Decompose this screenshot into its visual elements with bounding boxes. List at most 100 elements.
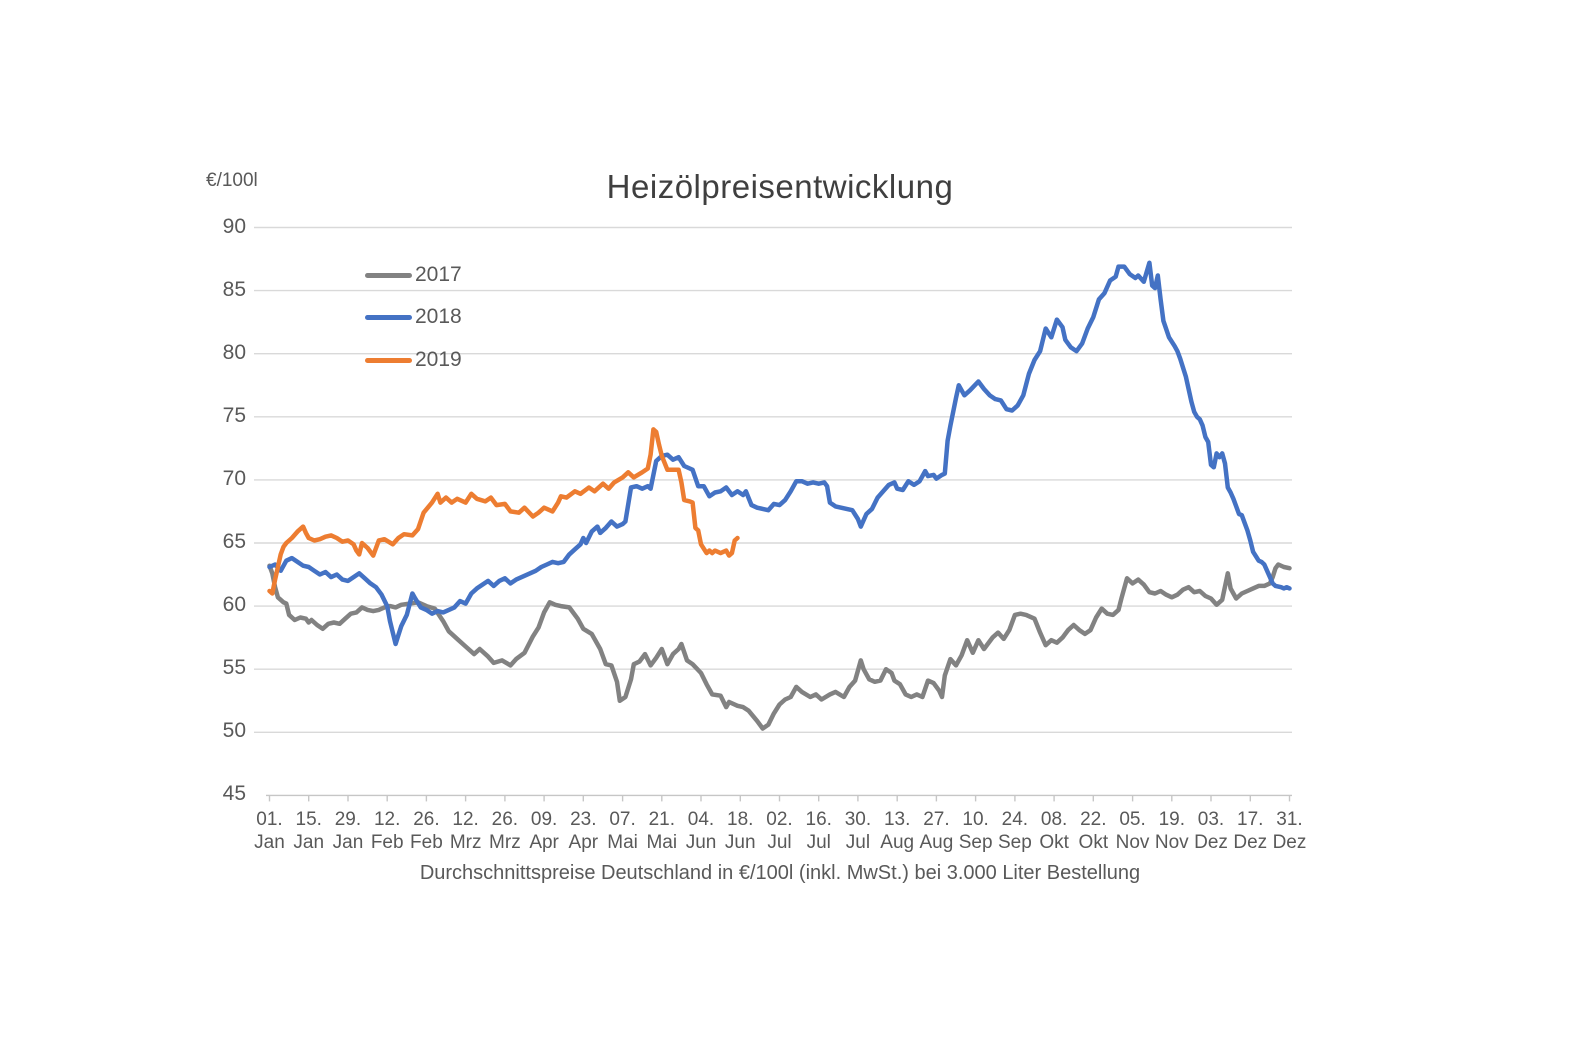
y-axis-label: 85 — [222, 277, 246, 301]
x-axis-label-month: Nov — [1115, 832, 1150, 853]
x-axis-label-day: 12. — [452, 809, 479, 830]
x-axis-label-day: 13. — [883, 809, 911, 830]
legend-label-2017: 2017 — [415, 263, 462, 286]
x-axis-label-day: 21. — [648, 809, 675, 830]
x-axis-label-day: 31. — [1276, 809, 1303, 830]
x-axis-label-month: Feb — [370, 832, 404, 853]
x-axis-label-day: 30. — [844, 809, 872, 830]
legend-swatch-2018 — [365, 314, 412, 320]
y-axis-label: 90 — [222, 214, 246, 238]
x-axis-label-day: 19. — [1158, 809, 1185, 830]
x-axis-label: 18. Jun — [712, 808, 768, 854]
y-axis-unit-label: €/100l — [206, 170, 258, 191]
x-axis-label-month: Mrz — [489, 832, 521, 853]
x-axis-label-month: Jan — [332, 832, 364, 853]
x-axis-label-day: 12. — [373, 809, 401, 830]
x-axis-label: 02. Jul — [751, 808, 807, 854]
x-axis-label: 31. Dez — [1261, 808, 1317, 854]
y-axis-label: 70 — [222, 466, 246, 490]
x-axis-label-month: Apr — [529, 832, 559, 853]
series-line-2017 — [267, 562, 1292, 731]
x-axis-label-month: Apr — [568, 832, 599, 853]
x-axis-label: 26. Mrz — [477, 808, 533, 854]
x-axis-label-day: 26. — [413, 809, 440, 830]
x-axis-label-day: 09. — [530, 809, 558, 830]
x-axis-label: 12. Feb — [359, 808, 415, 854]
x-axis-label: 29. Jan — [320, 808, 376, 854]
y-axis-label: 45 — [222, 782, 246, 806]
x-axis-label-month: Jan — [254, 832, 285, 853]
series-lines — [267, 260, 1292, 731]
x-axis-label-day: 29. — [334, 809, 362, 830]
legend-label-2018: 2018 — [415, 305, 462, 328]
series-line-2019 — [267, 427, 740, 596]
x-axis-label-month: Mai — [607, 832, 638, 853]
x-axis-label-month: Dez — [1272, 832, 1307, 853]
legend-item-2017: 2017 — [365, 263, 462, 286]
legend-item-2018: 2018 — [365, 305, 462, 328]
x-axis-label-day: 17. — [1237, 809, 1264, 830]
x-axis-label: 30. Jul — [830, 808, 886, 854]
x-axis-label-month: Dez — [1194, 832, 1228, 853]
x-axis-label-day: 27. — [923, 809, 950, 830]
x-axis-label-month: Dez — [1233, 832, 1268, 853]
x-axis-label: 03. Dez — [1183, 808, 1239, 854]
chart-title: Heizölpreisentwicklung — [606, 168, 954, 205]
x-axis-label-month: Jun — [685, 832, 717, 853]
x-axis-label-day: 23. — [570, 809, 597, 830]
legend-label-2019: 2019 — [415, 348, 462, 371]
x-axis-label: 26. Feb — [398, 808, 454, 854]
x-axis-label: 15. Jan — [281, 808, 337, 854]
x-axis-label: 19. Nov — [1144, 808, 1200, 854]
x-axis-label: 16. Jul — [791, 808, 847, 854]
x-axis-label: 08. Okt — [1026, 808, 1082, 854]
x-axis-label-day: 08. — [1040, 809, 1068, 830]
x-axis-label: 27. Aug — [908, 808, 964, 854]
x-axis-label-day: 10. — [962, 809, 989, 830]
y-axis-label: 55 — [222, 656, 246, 680]
y-axis-label: 80 — [222, 340, 246, 364]
x-axis-label: 21. Mai — [634, 808, 690, 854]
x-axis-label: 22. Okt — [1065, 808, 1121, 854]
x-axis-label: 13. Aug — [869, 808, 925, 854]
x-axis-label: 05. Nov — [1105, 808, 1161, 854]
x-axis-label-day: 07. — [609, 809, 636, 830]
x-axis-label: 04. Jun — [673, 808, 729, 854]
x-axis-label-month: Aug — [919, 832, 954, 853]
x-axis-label: 12. Mrz — [438, 808, 494, 854]
x-axis-label-month: Jul — [767, 832, 792, 853]
x-axis-label-month: Nov — [1154, 832, 1189, 853]
x-axis-label-month: Okt — [1078, 832, 1109, 853]
x-axis-label-day: 18. — [727, 809, 754, 830]
legend-swatch-2017 — [365, 272, 412, 278]
x-axis-label-month: Feb — [410, 832, 443, 853]
x-axis-label: 17. Dez — [1222, 808, 1278, 854]
x-axis-label-day: 24. — [1001, 809, 1029, 830]
x-axis-label-day: 05. — [1119, 809, 1146, 830]
legend-swatch-2019 — [365, 357, 412, 363]
x-axis-label-month: Mai — [646, 832, 678, 853]
y-axis-label: 75 — [222, 403, 246, 427]
x-axis-label-day: 01. — [256, 809, 283, 830]
legend-item-2019: 2019 — [365, 348, 462, 371]
x-axis-label-month: Jul — [845, 832, 871, 853]
gridlines — [254, 226, 1292, 733]
x-axis-label-day: 03. — [1197, 809, 1225, 830]
x-axis-label-month: Mrz — [449, 832, 482, 853]
x-axis-label: 09. Apr — [516, 808, 572, 854]
series-line-2018 — [267, 260, 1292, 647]
x-axis-label-day: 26. — [491, 809, 519, 830]
y-axis-label: 50 — [222, 719, 246, 743]
y-axis-label: 60 — [222, 593, 246, 617]
y-axis-label: 65 — [222, 530, 246, 553]
x-axis-label-day: 22. — [1080, 809, 1107, 830]
x-axis-label-month: Aug — [880, 832, 915, 853]
x-axis-line — [266, 794, 1292, 802]
x-axis-label-day: 16. — [805, 809, 832, 830]
x-axis-label-month: Jan — [293, 832, 325, 853]
x-axis-label-day: 02. — [766, 809, 793, 830]
x-axis-label: 07. Mai — [595, 808, 651, 854]
x-axis-label: 23. Apr — [555, 808, 611, 854]
